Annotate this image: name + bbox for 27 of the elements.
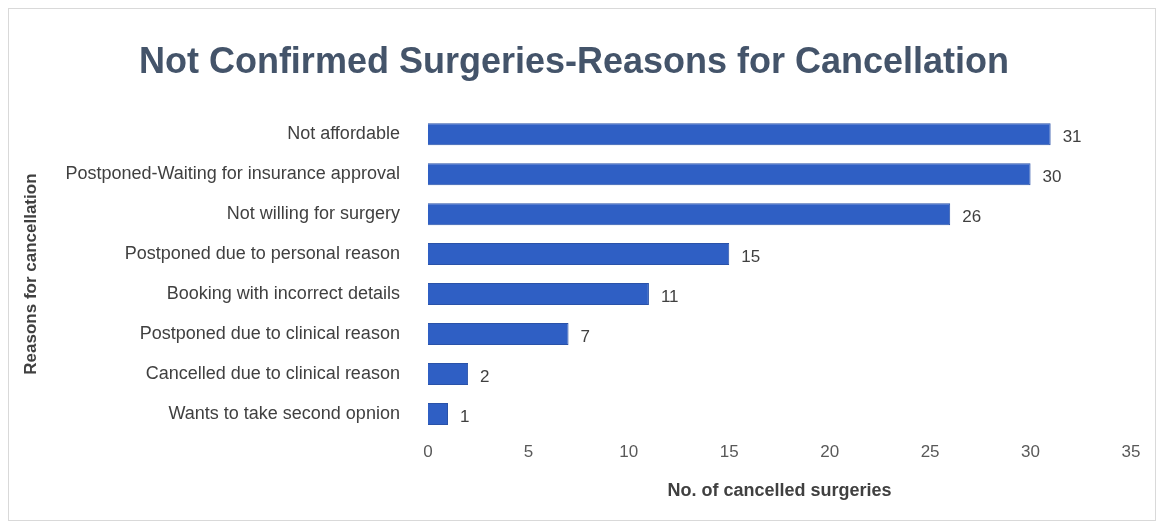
x-tick-label: 0 [423, 441, 433, 461]
chart-title: Not Confirmed Surgeries-Reasons for Cancellation [138, 39, 1010, 81]
x-tick-label: 35 [1121, 441, 1141, 461]
x-tick-label: 15 [719, 441, 739, 461]
data-label: 15 [741, 246, 761, 266]
data-label: 11 [660, 286, 679, 306]
data-label: 30 [1042, 166, 1062, 186]
y-axis-title: Reasons for cancellation [20, 173, 40, 375]
x-tick-label: 30 [1021, 441, 1041, 461]
y-tick-label: Postponed due to personal reason [124, 243, 400, 264]
y-tick-label: Cancelled due to clinical reason [145, 363, 400, 384]
y-tick-label: Booking with incorrect details [166, 283, 400, 304]
x-tick-label: 10 [619, 441, 639, 461]
x-tick-label: 5 [523, 441, 534, 461]
x-tick-label: 20 [820, 441, 840, 461]
y-tick-label: Postponed-Waiting for insurance approval [65, 163, 400, 184]
data-label: 1 [460, 406, 470, 426]
data-label: 2 [480, 366, 490, 386]
data-label: 31 [1062, 126, 1082, 146]
x-tick-label: 25 [920, 441, 940, 461]
y-tick-label: Postponed due to clinical reason [139, 323, 400, 344]
data-label: 26 [962, 206, 982, 226]
y-tick-label: Not willing for surgery [226, 203, 400, 224]
y-tick-label: Not affordable [287, 123, 400, 144]
y-tick-label: Wants to take second opnion [168, 402, 400, 423]
data-label: 7 [580, 326, 591, 346]
x-axis-title: No. of cancelled surgeries [667, 480, 892, 501]
